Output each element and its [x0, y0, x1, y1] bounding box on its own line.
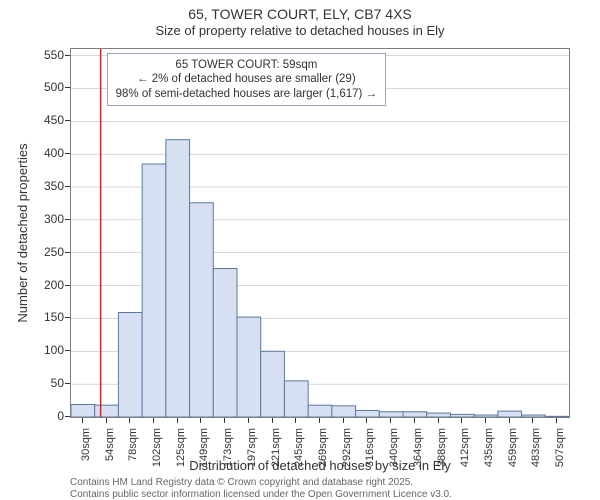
chart-container: 65, TOWER COURT, ELY, CB7 4XS Size of pr…	[0, 0, 600, 500]
title-line2: Size of property relative to detached ho…	[0, 23, 600, 39]
y-tick-label: 200	[44, 278, 64, 292]
y-tick-label: 50	[51, 376, 64, 390]
histogram-bar	[95, 405, 119, 417]
x-axis-label: Distribution of detached houses by size …	[70, 458, 570, 473]
x-tick-mark	[272, 418, 273, 423]
histogram-bar	[498, 411, 522, 417]
histogram-bar	[474, 415, 498, 417]
histogram-bar	[190, 203, 214, 417]
y-tick-label: 250	[44, 245, 64, 259]
histogram-bar	[261, 351, 285, 417]
x-tick-label: 30sqm	[80, 428, 92, 461]
x-tick-mark	[343, 418, 344, 423]
x-tick-mark	[509, 418, 510, 423]
footer-attribution: Contains HM Land Registry data © Crown c…	[70, 477, 452, 500]
histogram-bar	[450, 414, 474, 417]
x-tick-mark	[295, 418, 296, 423]
histogram-bar	[166, 140, 190, 417]
x-tick-mark	[485, 418, 486, 423]
footer-line2: Contains public sector information licen…	[70, 489, 452, 500]
y-tick-label: 500	[44, 80, 64, 94]
y-tick-label: 450	[44, 113, 64, 127]
histogram-bar	[213, 268, 237, 417]
callout-line2: ← 2% of detached houses are smaller (29)	[116, 72, 377, 86]
x-tick-mark	[106, 418, 107, 423]
x-tick-mark	[248, 418, 249, 423]
y-tick-label: 400	[44, 146, 64, 160]
x-tick-mark	[438, 418, 439, 423]
title-line1: 65, TOWER COURT, ELY, CB7 4XS	[0, 6, 600, 23]
histogram-bar	[308, 405, 332, 417]
y-tick-label: 100	[44, 343, 64, 357]
x-tick-mark	[224, 418, 225, 423]
x-tick-mark	[461, 418, 462, 423]
x-tick-mark	[177, 418, 178, 423]
histogram-bar	[545, 416, 569, 417]
x-tick-mark	[82, 418, 83, 423]
histogram-bar	[403, 412, 427, 417]
histogram-bar	[237, 317, 261, 417]
x-tick-label: 54sqm	[104, 428, 116, 461]
y-tick-label: 350	[44, 179, 64, 193]
histogram-bar	[71, 405, 95, 417]
histogram-bar	[332, 406, 356, 417]
footer-line1: Contains HM Land Registry data © Crown c…	[70, 477, 452, 489]
title-block: 65, TOWER COURT, ELY, CB7 4XS Size of pr…	[0, 6, 600, 38]
histogram-bar	[522, 415, 546, 417]
plot-area: 65 TOWER COURT: 59sqm ← 2% of detached h…	[70, 48, 570, 418]
x-tick-mark	[319, 418, 320, 423]
histogram-bar	[284, 381, 308, 417]
x-tick-mark	[366, 418, 367, 423]
histogram-bar	[379, 412, 403, 417]
x-tick-mark	[153, 418, 154, 423]
x-tick-mark	[414, 418, 415, 423]
y-tick-label: 150	[44, 310, 64, 324]
histogram-bar	[427, 413, 451, 417]
y-axis-ticks: 050100150200250300350400450500550	[0, 48, 70, 418]
x-tick-mark	[390, 418, 391, 423]
y-tick-label: 300	[44, 212, 64, 226]
callout-box: 65 TOWER COURT: 59sqm ← 2% of detached h…	[107, 53, 386, 106]
x-tick-mark	[200, 418, 201, 423]
y-tick-label: 550	[44, 48, 64, 62]
histogram-bar	[118, 313, 142, 417]
x-tick-mark	[129, 418, 130, 423]
x-tick-label: 78sqm	[127, 428, 139, 461]
callout-line3: 98% of semi-detached houses are larger (…	[116, 87, 377, 101]
x-tick-mark	[556, 418, 557, 423]
y-tick-label: 0	[57, 409, 64, 423]
x-tick-mark	[532, 418, 533, 423]
callout-line1: 65 TOWER COURT: 59sqm	[116, 58, 377, 72]
histogram-bar	[356, 410, 380, 417]
histogram-bar	[142, 164, 166, 417]
